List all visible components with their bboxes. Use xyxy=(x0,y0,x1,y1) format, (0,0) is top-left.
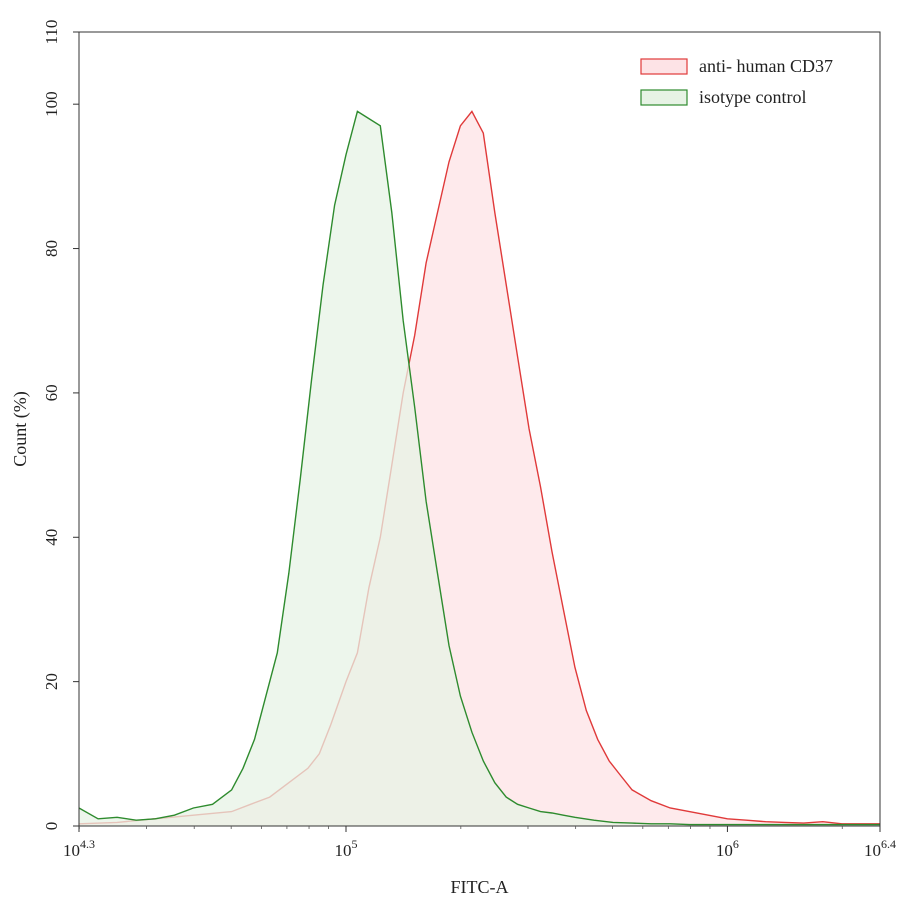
y-tick-label: 20 xyxy=(42,673,61,690)
x-tick-base: 10 xyxy=(335,841,352,860)
y-tick-label: 110 xyxy=(42,20,61,45)
x-tick-base: 10 xyxy=(716,841,733,860)
series-area-1 xyxy=(79,111,880,826)
y-tick-label: 40 xyxy=(42,529,61,546)
legend: anti- human CD37 isotype control xyxy=(640,56,833,107)
plot-frame xyxy=(78,31,881,827)
legend-swatch-1 xyxy=(640,89,688,106)
y-axis-title: Count (%) xyxy=(10,391,31,467)
x-tick-label: 106.4 xyxy=(864,837,896,860)
legend-swatch-0 xyxy=(640,58,688,75)
x-tick-exponent: 6 xyxy=(733,837,739,851)
x-tick-exponent: 6.4 xyxy=(881,837,896,851)
y-tick-label: 100 xyxy=(42,91,61,117)
legend-label-1: isotype control xyxy=(699,87,806,107)
x-tick-base: 10 xyxy=(864,841,881,860)
x-tick-base: 10 xyxy=(63,841,80,860)
y-tick-label: 80 xyxy=(42,240,61,257)
x-axis-title: FITC-A xyxy=(451,877,509,897)
x-tick-exponent: 4.3 xyxy=(80,837,95,851)
x-tick-exponent: 5 xyxy=(352,837,358,851)
x-tick-label: 105 xyxy=(335,837,358,860)
x-tick-label: 104.3 xyxy=(63,837,95,860)
x-tick-label: 106 xyxy=(716,837,739,860)
series-line-1 xyxy=(78,110,880,826)
series-area-0 xyxy=(79,111,880,826)
y-tick-label: 0 xyxy=(42,822,61,831)
legend-label-0: anti- human CD37 xyxy=(699,56,833,76)
y-tick-label: 60 xyxy=(42,384,61,401)
series-layer xyxy=(78,110,880,826)
